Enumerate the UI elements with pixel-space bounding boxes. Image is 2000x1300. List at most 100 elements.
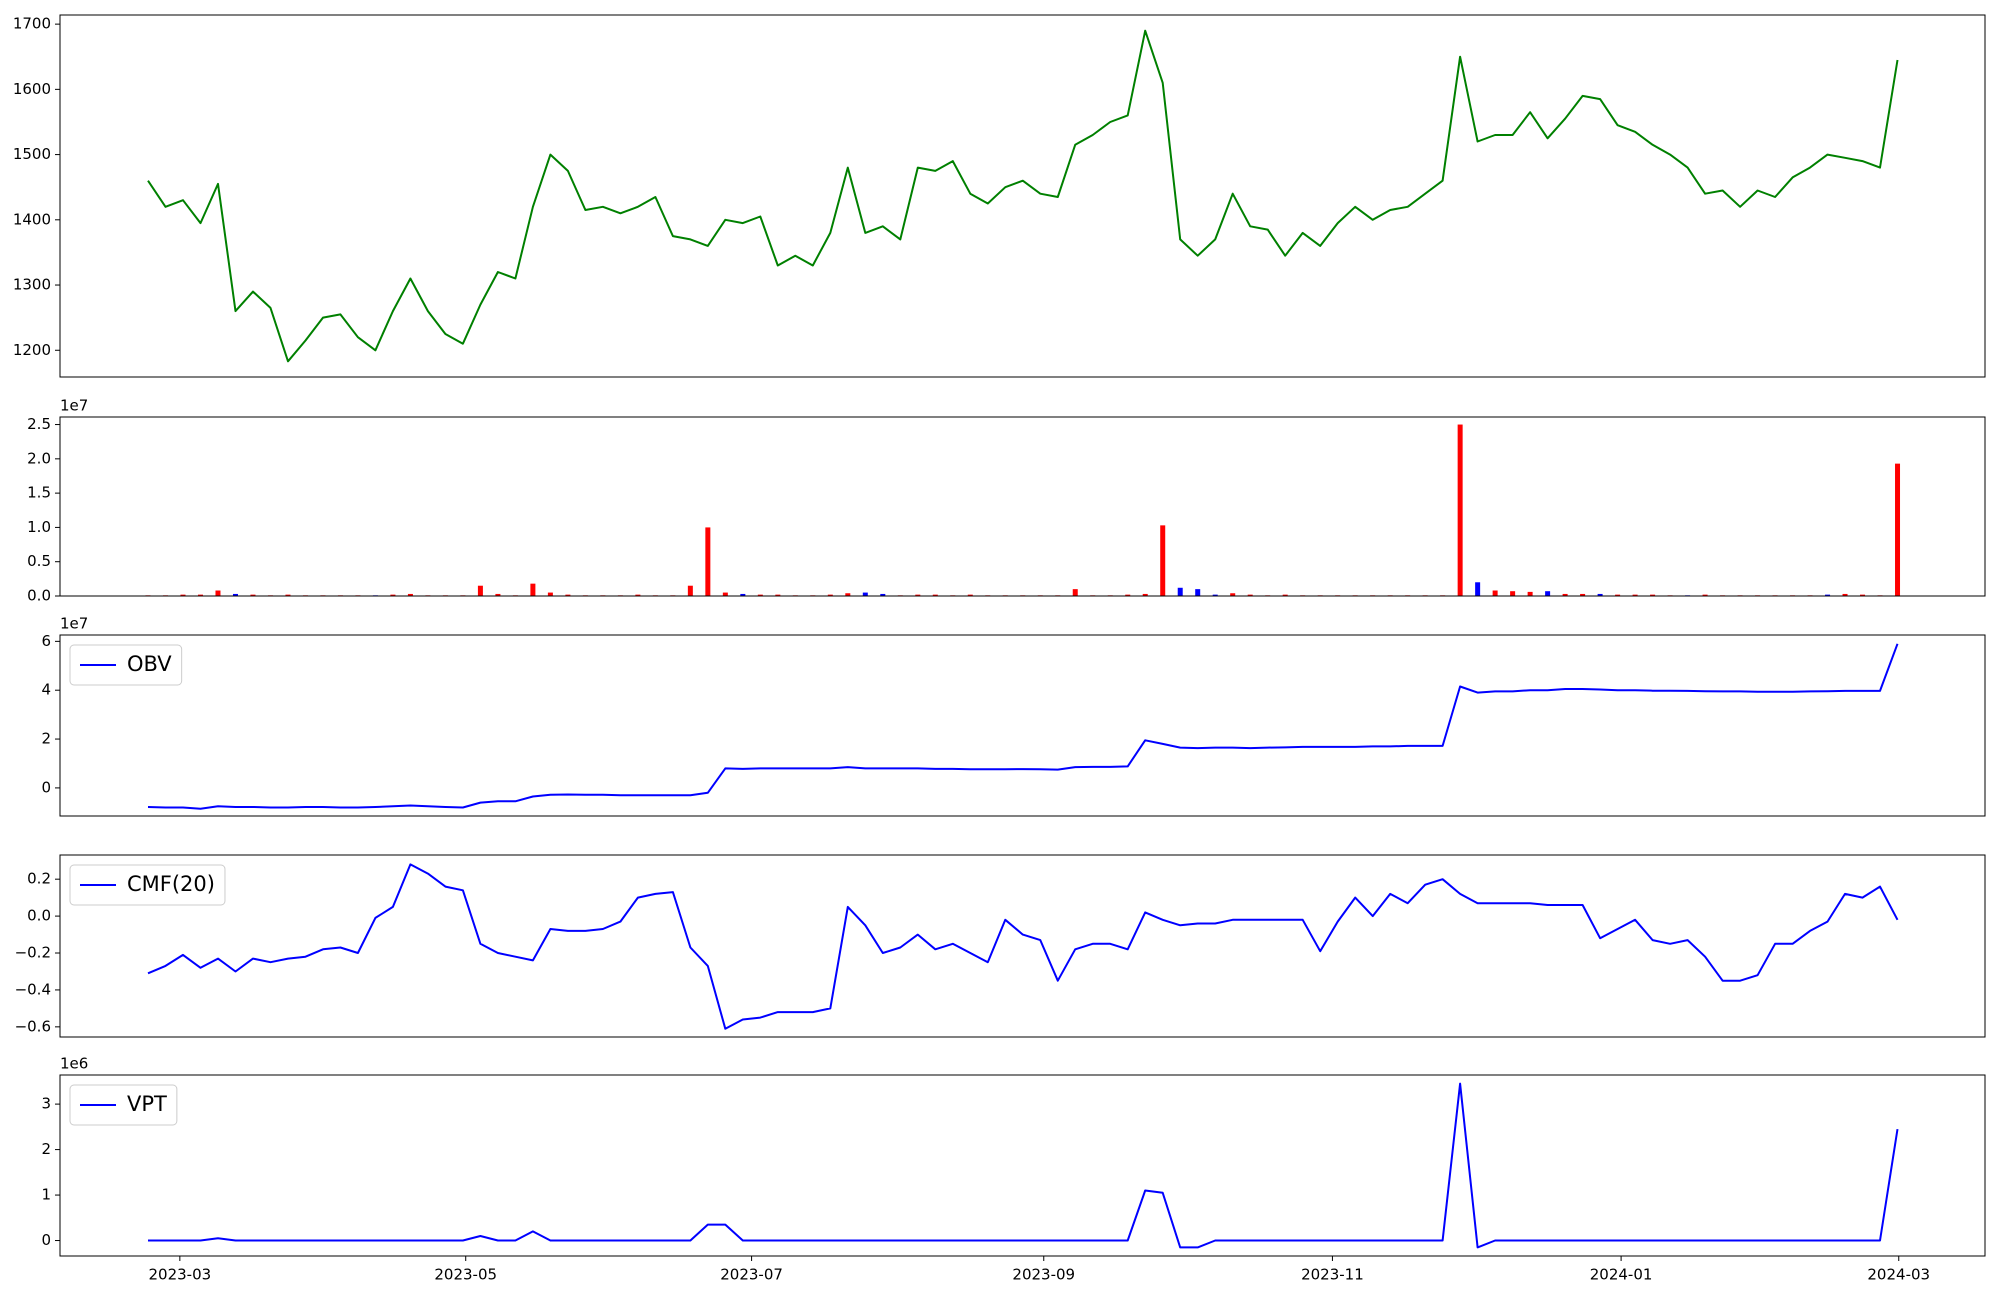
subplot: 1200 1300 1400 1500 1600 1700 xyxy=(13,14,1986,378)
y-tick-label: 1400 xyxy=(13,210,51,228)
y-tick-label: 4 xyxy=(41,681,51,699)
axes-frame xyxy=(59,634,1986,817)
y-tick-label: 1300 xyxy=(13,276,51,294)
y-tick-label: 0.0 xyxy=(27,907,51,925)
bar xyxy=(1492,590,1498,596)
series-line xyxy=(147,643,1899,810)
offset-label: 1e7 xyxy=(60,615,88,633)
bar xyxy=(1702,594,1708,596)
series-line xyxy=(147,863,1899,1030)
bar xyxy=(547,592,553,596)
bar xyxy=(1597,593,1603,596)
bar xyxy=(1142,593,1148,596)
bar xyxy=(1895,463,1901,596)
bar xyxy=(705,527,711,596)
x-tick-label: 2023-03 xyxy=(148,1266,211,1284)
bar xyxy=(862,592,868,596)
bar xyxy=(565,594,571,596)
subplot: 0.0 0.5 1.0 1.5 2.0 2.5 1e7 xyxy=(27,397,1986,605)
y-tick-label: −0.6 xyxy=(15,1017,51,1035)
bar xyxy=(285,594,291,596)
bar xyxy=(757,594,763,596)
offset-label: 1e6 xyxy=(60,1055,88,1073)
legend-label: VPT xyxy=(127,1092,167,1116)
bar xyxy=(1527,591,1533,596)
bar xyxy=(495,593,501,596)
y-tick-label: 0.2 xyxy=(27,870,51,888)
bar xyxy=(740,593,746,596)
bar xyxy=(407,593,413,596)
bar xyxy=(1160,525,1166,596)
bar xyxy=(1282,594,1288,596)
y-tick-label: 1.0 xyxy=(27,518,51,536)
legend: CMF(20) xyxy=(69,864,226,906)
y-tick-label: 1 xyxy=(41,1186,51,1204)
bar xyxy=(1457,424,1463,596)
x-tick-label: 2024-03 xyxy=(1867,1266,1930,1284)
x-tick-label: 2023-09 xyxy=(1012,1266,1075,1284)
x-tick-label: 2024-01 xyxy=(1590,1266,1653,1284)
bar xyxy=(197,594,203,596)
y-tick-label: 2.0 xyxy=(27,449,51,467)
bar xyxy=(232,593,238,596)
axes-frame xyxy=(59,1074,1986,1257)
bar xyxy=(215,590,221,596)
y-tick-label: 1700 xyxy=(13,15,51,33)
axes-frame xyxy=(59,416,1986,597)
x-tick-label: 2023-07 xyxy=(720,1266,783,1284)
bar xyxy=(775,594,781,596)
subplot: −0.6 −0.4 −0.2 0.0 0.2 CMF(20) xyxy=(15,854,1986,1038)
axes-frame xyxy=(59,14,1986,378)
bar xyxy=(1615,594,1621,596)
bar xyxy=(1475,582,1481,596)
bar xyxy=(477,585,483,596)
bar xyxy=(1632,594,1638,596)
bar xyxy=(1860,594,1866,596)
legend-label: OBV xyxy=(127,652,172,676)
offset-label: 1e7 xyxy=(60,397,88,415)
bar xyxy=(967,594,973,596)
y-tick-label: 2.5 xyxy=(27,415,51,433)
axes-frame xyxy=(59,854,1986,1038)
y-tick-label: 2 xyxy=(41,730,51,748)
y-tick-label: 3 xyxy=(41,1095,51,1113)
y-tick-label: 1600 xyxy=(13,80,51,98)
bar xyxy=(1650,594,1656,596)
legend-box xyxy=(69,1084,178,1126)
x-tick-label: 2023-05 xyxy=(434,1266,497,1284)
legend: VPT xyxy=(69,1084,178,1126)
bar xyxy=(1230,593,1236,596)
y-tick-label: 1200 xyxy=(13,341,51,359)
bar xyxy=(1247,594,1253,596)
y-tick-label: −0.2 xyxy=(15,944,51,962)
legend-box xyxy=(69,644,183,686)
series-line xyxy=(147,29,1899,363)
y-tick-label: 0 xyxy=(41,1231,51,1249)
bar xyxy=(687,585,693,596)
bar xyxy=(1072,589,1078,596)
legend: OBV xyxy=(69,644,183,686)
y-tick-label: 2 xyxy=(41,1140,51,1158)
y-tick-label: −0.4 xyxy=(15,980,51,998)
x-tick-label: 2023-11 xyxy=(1301,1266,1364,1284)
bar xyxy=(1842,593,1848,596)
subplot: 0 1 2 3 1e6 2023-03 2023-05 2023-07 2023-09 2023-… xyxy=(41,1055,1986,1284)
bar xyxy=(1125,594,1131,596)
bar xyxy=(722,592,728,596)
bar xyxy=(1195,589,1201,596)
y-tick-label: 0.0 xyxy=(27,587,51,605)
y-tick-label: 0 xyxy=(41,778,51,796)
bar xyxy=(915,594,921,596)
bar xyxy=(880,593,886,596)
bar xyxy=(180,594,186,596)
y-tick-label: 1500 xyxy=(13,145,51,163)
y-tick-label: 6 xyxy=(41,632,51,650)
bar xyxy=(1580,593,1586,596)
bar xyxy=(250,594,256,596)
legend-box xyxy=(69,864,226,906)
y-tick-label: 0.5 xyxy=(27,552,51,570)
y-tick-label: 1.5 xyxy=(27,484,51,502)
bar xyxy=(390,594,396,596)
bar xyxy=(1212,594,1218,596)
